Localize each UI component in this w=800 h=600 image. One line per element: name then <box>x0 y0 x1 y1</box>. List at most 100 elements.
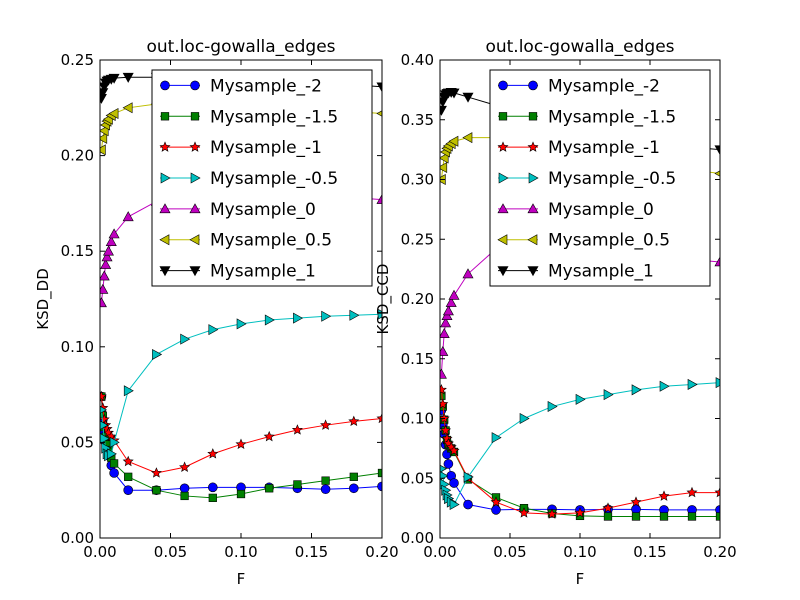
y-tick-label: 0.25 <box>61 51 94 69</box>
data-point <box>631 512 641 521</box>
legend-marker <box>528 80 538 91</box>
data-point <box>603 389 614 401</box>
data-point <box>122 455 134 467</box>
data-point <box>293 480 302 489</box>
data-point <box>440 384 447 395</box>
x-tick-label: 0.20 <box>365 543 398 561</box>
data-point <box>630 496 642 507</box>
y-tick-label: 0.00 <box>401 529 434 547</box>
data-point <box>658 490 670 501</box>
legend-marker <box>159 234 170 246</box>
legend-marker <box>497 141 509 152</box>
legend-label: Mysample_-1 <box>210 138 322 158</box>
legend-marker <box>497 266 509 277</box>
data-point <box>449 499 460 511</box>
legend-entry: Mysample_0.5 <box>159 231 332 251</box>
data-point <box>714 486 720 498</box>
legend-label: Mysample_0 <box>210 200 316 220</box>
data-point <box>109 468 119 478</box>
data-point <box>123 385 134 397</box>
legend-entry: Mysample_0.5 <box>497 231 670 251</box>
data-point <box>448 289 460 300</box>
data-point <box>100 270 110 281</box>
legend-marker <box>189 203 201 214</box>
legend-marker <box>498 172 509 184</box>
data-point <box>180 491 189 501</box>
data-point <box>376 82 382 93</box>
legend-label: Mysample_0 <box>548 200 654 220</box>
series-Mysample_-1 <box>440 384 720 519</box>
data-point <box>463 471 474 483</box>
legend-marker <box>189 234 200 246</box>
data-point <box>152 486 161 495</box>
legend-entry: Mysample_-0.5 <box>498 169 676 189</box>
legend-marker <box>498 80 508 91</box>
data-point <box>100 390 107 402</box>
data-point <box>376 193 382 204</box>
y-tick-label: 0.05 <box>401 469 434 487</box>
y-tick-label: 0.15 <box>61 242 94 260</box>
data-point <box>349 309 360 321</box>
data-point <box>102 245 114 256</box>
data-point <box>377 481 382 492</box>
data-point <box>122 211 134 222</box>
legend-marker <box>160 80 170 91</box>
data-point <box>448 444 460 456</box>
y-tick-label: 0.15 <box>401 350 434 368</box>
data-point <box>440 464 448 473</box>
data-point <box>687 378 698 390</box>
data-point <box>106 448 117 460</box>
y-tick-label: 0.00 <box>61 529 94 547</box>
data-point <box>575 393 586 405</box>
legend-marker <box>498 112 508 121</box>
data-point <box>321 310 332 322</box>
data-point <box>440 317 452 328</box>
y-tick-label: 0.20 <box>61 147 94 165</box>
data-point <box>440 162 448 174</box>
legend-entry: Mysample_1 <box>159 262 316 282</box>
data-point <box>491 432 502 444</box>
data-point <box>546 508 558 519</box>
y-tick-label: 0.25 <box>401 230 434 248</box>
x-tick-label: 0.05 <box>493 543 526 561</box>
legend-marker <box>159 266 171 277</box>
data-point <box>462 132 473 144</box>
legend-marker <box>528 112 538 121</box>
data-point <box>320 419 332 430</box>
data-point <box>376 412 382 424</box>
x-tick-label: 0.00 <box>423 543 456 561</box>
data-point <box>631 384 642 396</box>
data-point <box>602 502 614 513</box>
legend-marker <box>160 112 170 121</box>
y-tick-label: 0.10 <box>61 338 94 356</box>
data-point <box>122 72 134 83</box>
series-Mysample_-0.5 <box>440 377 720 511</box>
data-point <box>348 483 359 494</box>
data-point <box>348 415 360 427</box>
left-chart-panel: 0.00 0.05 0.10 0.15 0.20 0.00 0.05 0.10 0.15 0.20… <box>34 37 399 588</box>
data-point <box>207 448 219 459</box>
data-point <box>440 328 450 338</box>
data-point <box>321 476 330 485</box>
legend-marker <box>160 172 171 184</box>
data-point <box>263 430 275 442</box>
data-point <box>123 485 133 496</box>
legend-marker <box>189 141 201 152</box>
chart-title: out.loc-gowalla_edges <box>146 37 335 57</box>
data-point <box>100 297 107 308</box>
x-tick-label: 0.20 <box>703 543 736 561</box>
data-point <box>122 102 133 114</box>
legend-marker <box>527 203 539 214</box>
data-point <box>100 144 106 156</box>
data-point <box>714 145 720 156</box>
legend-label: Mysample_-1 <box>548 138 660 158</box>
data-point <box>714 256 720 267</box>
data-point <box>440 105 447 116</box>
x-tick-label: 0.00 <box>83 543 116 561</box>
data-point <box>108 108 119 120</box>
data-point <box>109 459 119 468</box>
legend: Mysample_-2 Mysample_-1.5 Mysample_-1 Mysam… <box>489 69 711 287</box>
legend-label: Mysample_-2 <box>210 76 322 96</box>
data-point <box>440 398 449 409</box>
